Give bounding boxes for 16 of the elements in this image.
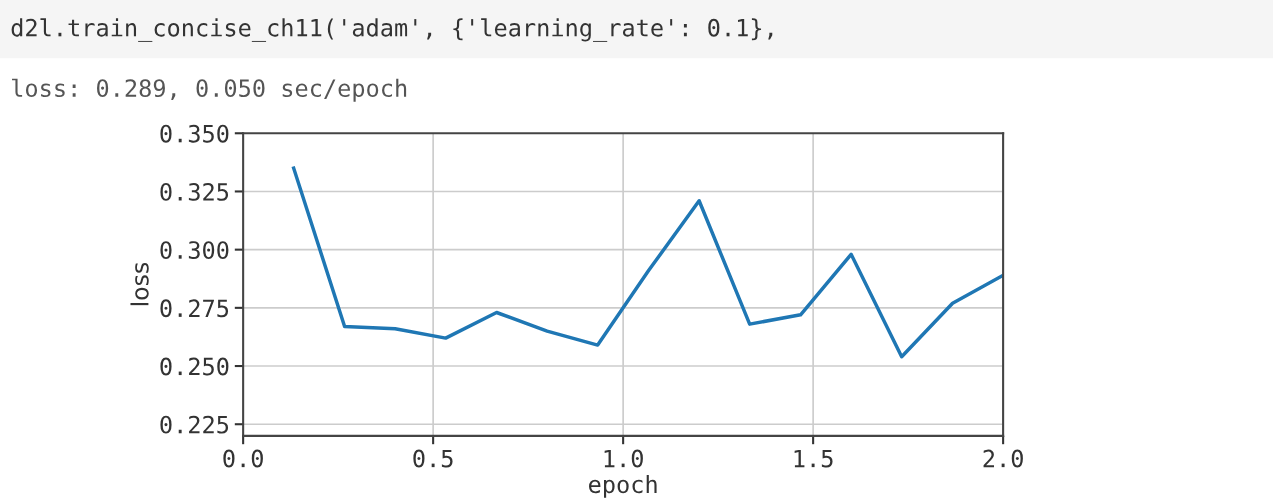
y-tick-label: 0.275 [160, 299, 229, 318]
y-tick-label: 0.300 [160, 241, 229, 260]
x-tick-label: 1.5 [794, 449, 833, 468]
x-axis-title: epoch [589, 474, 657, 498]
y-tick-label: 0.225 [160, 415, 229, 434]
y-tick-label: 0.325 [160, 182, 229, 201]
x-tick-label: 0.0 [223, 449, 263, 468]
x-tick-label: 1.0 [604, 449, 643, 468]
y-axis-title: loss [130, 262, 149, 306]
line-series [291, 166, 1004, 359]
x-tick-label: 0.5 [413, 449, 453, 468]
chart-subtitle: loss: 0.289, 0.050 sec/epoch [12, 78, 407, 102]
y-tick-label: 0.250 [160, 357, 229, 376]
x-tick-label: 2.0 [983, 449, 1023, 468]
y-tick-label: 0.350 [160, 124, 229, 143]
chart-title: d2l.train_concise_ch11('adam', {'learning_rate': 0.1}, [11, 18, 773, 42]
